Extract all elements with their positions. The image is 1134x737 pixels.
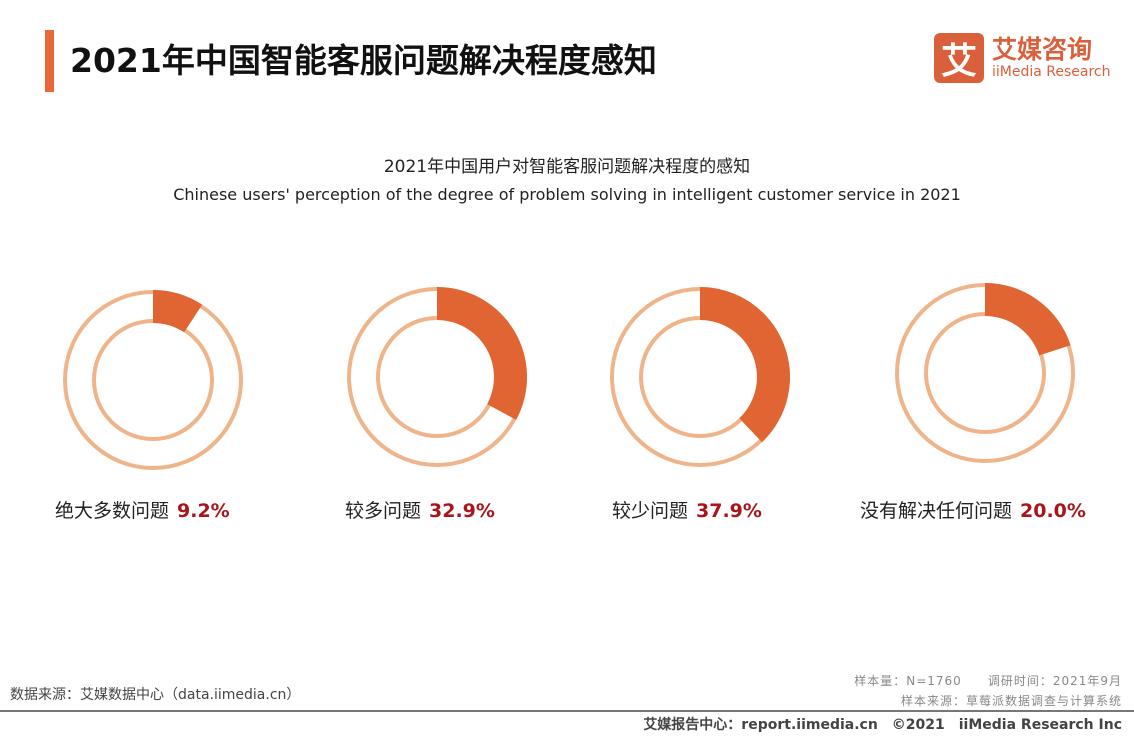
footer-divider [0, 710, 1134, 712]
donut-segment-0 [153, 290, 203, 333]
label-2: 较少问题 37.9% [612, 500, 762, 522]
chart-subtitle: Chinese users' perception of the degree … [173, 185, 961, 204]
data-source: 数据来源：艾媒数据中心（data.iimedia.cn） [10, 687, 301, 703]
label-0: 绝大多数问题 9.2% [55, 500, 230, 522]
donut-segment-3 [985, 283, 1071, 356]
logo-cn: 艾媒咨询 [992, 35, 1093, 64]
logo: 艾 艾媒咨询 iiMedia Research [934, 33, 1111, 83]
sample-info: 样本量：N=1760 调研时间：2021年9月 [854, 674, 1122, 688]
label-1: 较多问题 32.9% [345, 500, 495, 522]
donut-segment-1 [437, 287, 528, 420]
donut-inner-ring [92, 319, 214, 441]
logo-en: iiMedia Research [992, 64, 1111, 80]
page-title: 2021年中国智能客服问题解决程度感知 [70, 41, 657, 80]
sample-source: 样本来源：草莓派数据调查与计算系统 [900, 694, 1122, 708]
donut-segment-2 [700, 287, 791, 443]
chart-title: 2021年中国用户对智能客服问题解决程度的感知 [383, 157, 751, 177]
title-accent-bar [45, 30, 54, 92]
logo-mark: 艾 [934, 33, 984, 83]
label-3: 没有解决任何问题 20.0% [860, 500, 1086, 522]
copyright: 艾媒报告中心：report.iimedia.cn ©2021 iiMedia R… [643, 717, 1122, 733]
